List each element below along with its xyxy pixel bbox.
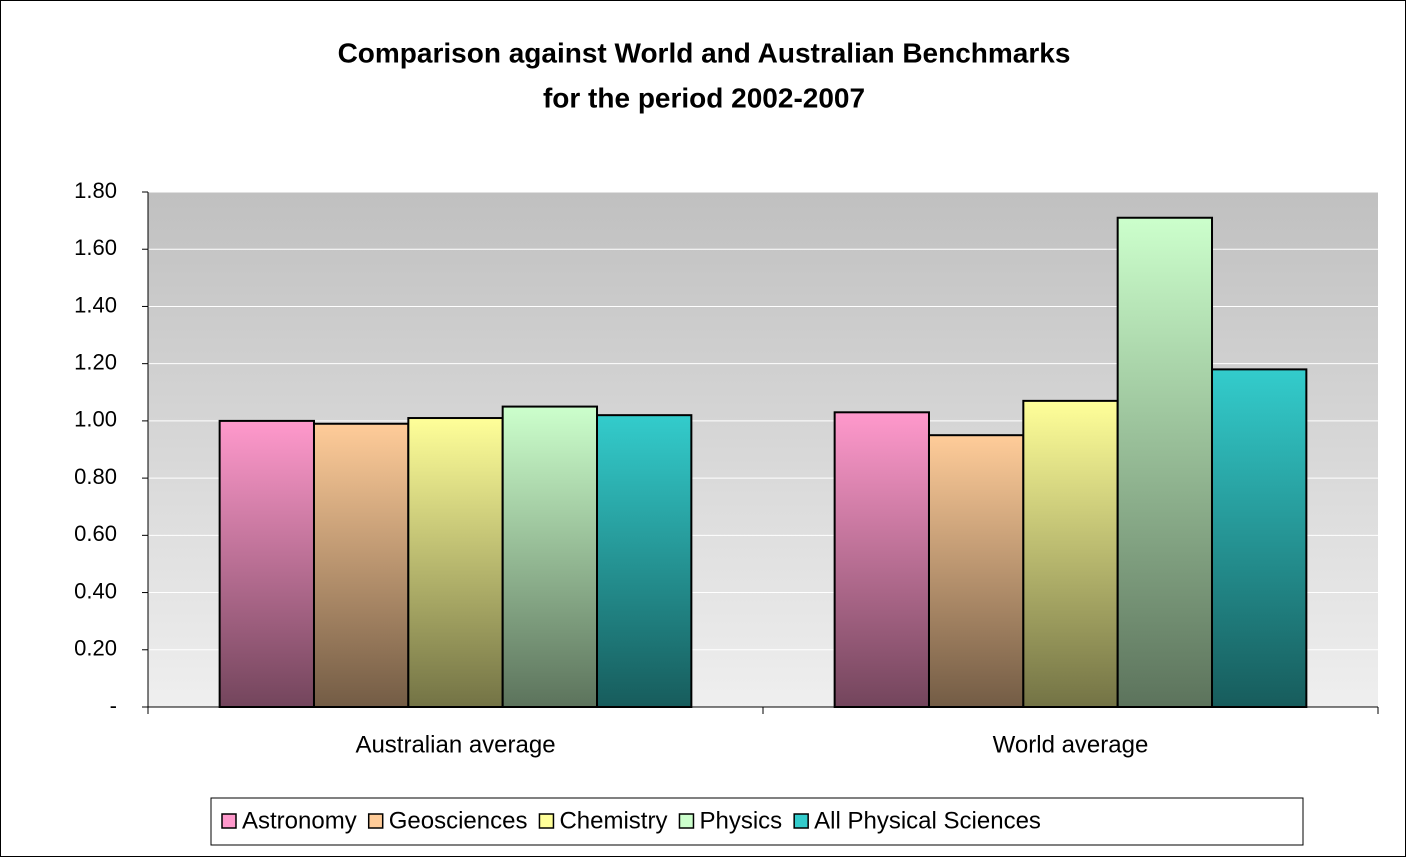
legend-swatch (678, 813, 695, 829)
chart-title: Comparison against World and Australian … (338, 37, 1071, 68)
bar (312, 422, 410, 708)
legend-swatch (221, 813, 237, 829)
legend-label: Chemistry (559, 807, 667, 834)
legend-label: Physics (699, 807, 782, 834)
legend (210, 797, 1304, 846)
legend-label: Geosciences (389, 807, 528, 834)
y-tick-label: 0.60 (74, 521, 117, 546)
bar (596, 414, 693, 708)
y-tick-label: 0.20 (74, 636, 117, 661)
legend-label: All Physical Sciences (814, 807, 1041, 834)
legend-swatch (367, 813, 384, 829)
bar (927, 434, 1025, 708)
bar (1022, 399, 1119, 708)
bar (833, 411, 930, 708)
y-tick-label: 0.80 (74, 464, 117, 489)
bar (1116, 216, 1214, 708)
y-tick-label: 1.80 (74, 178, 117, 203)
bar (407, 417, 504, 708)
y-tick-label: 1.20 (74, 349, 117, 374)
y-tick-label: 1.40 (74, 292, 117, 317)
bar (501, 405, 599, 708)
y-tick-label: 0.40 (74, 578, 117, 603)
legend-swatch (538, 813, 555, 829)
y-tick-label: - (110, 693, 117, 718)
bar (218, 419, 315, 708)
legend-label: Astronomy (242, 807, 357, 834)
legend-swatch (793, 813, 809, 829)
y-tick-label: 1.60 (74, 235, 117, 260)
bar (1211, 368, 1308, 708)
x-tick-label: World average (993, 731, 1149, 758)
x-tick-label: Australian average (355, 731, 555, 758)
chart-title: for the period 2002-2007 (543, 82, 865, 113)
y-tick-label: 1.00 (74, 407, 117, 432)
